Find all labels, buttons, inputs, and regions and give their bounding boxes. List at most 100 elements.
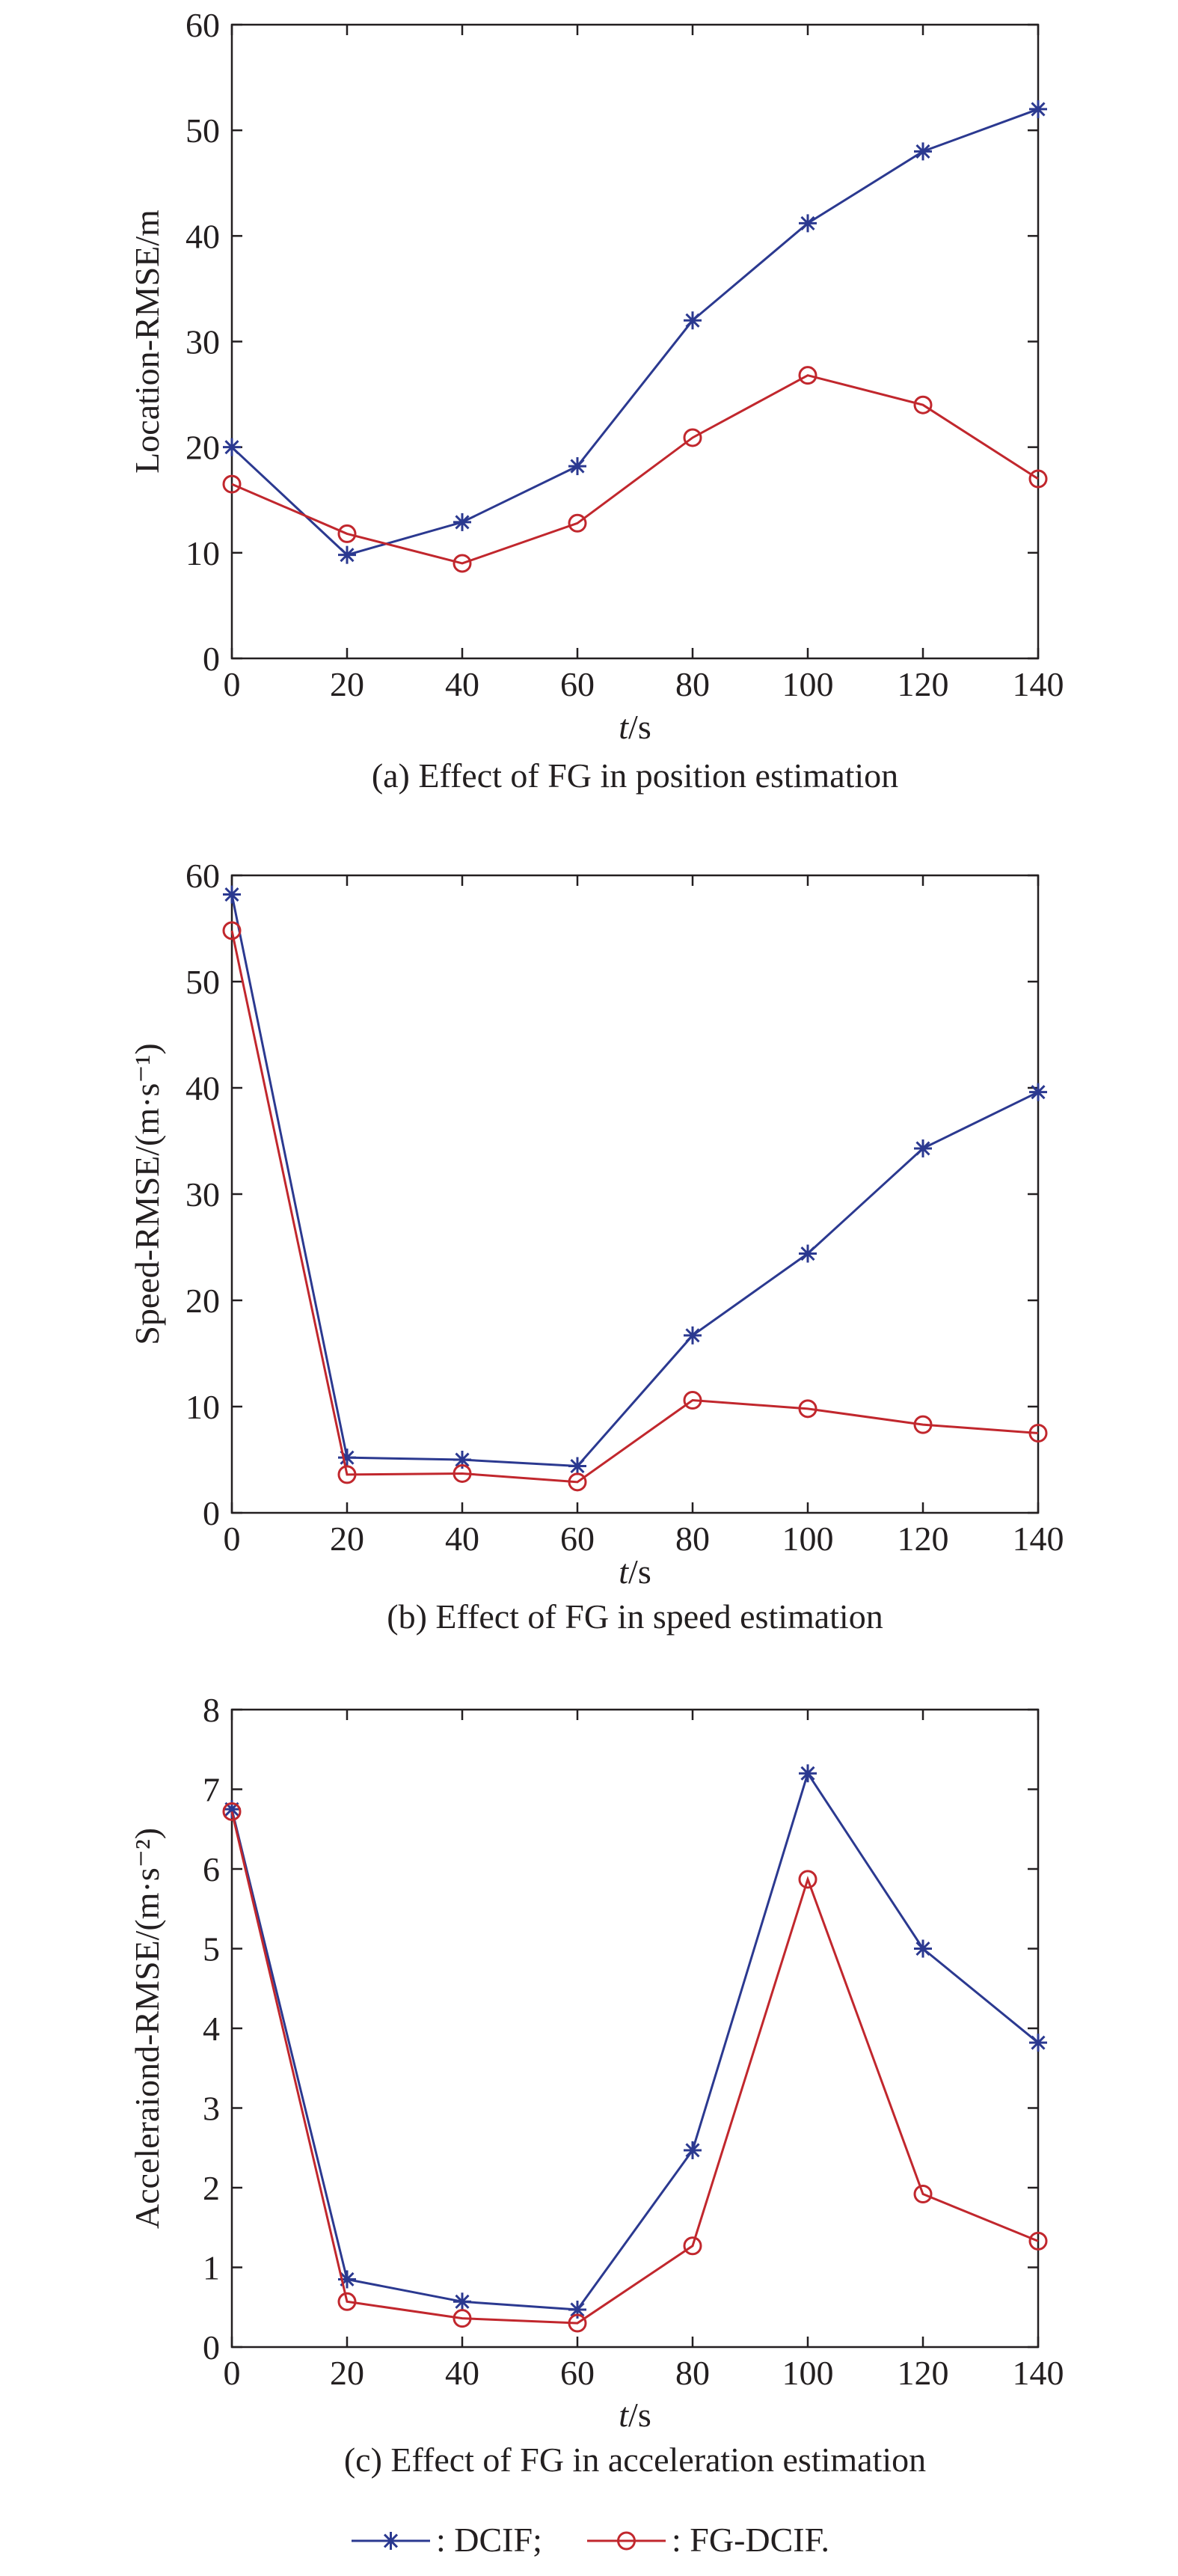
data-point-circle bbox=[222, 921, 242, 940]
y-tick-label: 0 bbox=[203, 640, 220, 678]
x-tick-label: 100 bbox=[782, 665, 834, 703]
y-tick-label: 5 bbox=[203, 1930, 220, 1968]
y-tick-label: 30 bbox=[185, 1175, 220, 1214]
data-point-star bbox=[799, 1764, 817, 1783]
data-point-star bbox=[453, 513, 471, 531]
x-tick-label: 100 bbox=[782, 2354, 834, 2392]
x-axis-label: t/s bbox=[619, 2396, 651, 2434]
x-axis-label: t/s bbox=[619, 708, 651, 746]
plot-frame bbox=[230, 1708, 1040, 2349]
series-dcif bbox=[223, 100, 1047, 564]
y-tick-label: 50 bbox=[185, 963, 220, 1001]
data-point-star bbox=[338, 545, 356, 564]
data-point-star bbox=[799, 214, 817, 233]
x-tick-label: 80 bbox=[675, 1520, 710, 1558]
series-line-fg-dcif bbox=[230, 930, 1039, 1484]
data-point-circle bbox=[453, 1463, 472, 1483]
y-axis-label: Speed-RMSE/(m·s⁻¹) bbox=[128, 1043, 166, 1345]
y-tick-label: 50 bbox=[185, 111, 220, 150]
data-point-circle bbox=[568, 1472, 587, 1492]
data-point-star bbox=[1029, 100, 1047, 118]
data-point-circle bbox=[222, 1802, 242, 1821]
series-fg-dcif bbox=[222, 921, 1048, 1492]
series-line-dcif bbox=[230, 108, 1039, 557]
y-axis-label: Location-RMSE/m bbox=[128, 209, 166, 474]
x-tick-label: 60 bbox=[560, 1520, 595, 1558]
x-tick-label: 140 bbox=[1013, 2354, 1064, 2392]
data-point-star bbox=[1029, 2034, 1047, 2052]
plot-frame bbox=[230, 23, 1040, 660]
legend-item-fg-dcif: : FG-DCIF. bbox=[587, 2521, 829, 2559]
data-point-star bbox=[684, 2141, 702, 2159]
data-point-star bbox=[914, 1939, 932, 1958]
data-point-circle bbox=[453, 2309, 472, 2328]
series-line-dcif bbox=[230, 1770, 1039, 2311]
y-tick-label: 1 bbox=[203, 2249, 220, 2287]
legend-label: : DCIF; bbox=[436, 2521, 542, 2559]
x-tick-label: 140 bbox=[1013, 665, 1064, 703]
x-axis-label-unit: /s bbox=[628, 2396, 651, 2434]
x-tick-label: 80 bbox=[675, 2354, 710, 2392]
x-axis-label-var: t bbox=[619, 708, 629, 746]
x-tick-label: 100 bbox=[782, 1520, 834, 1558]
x-tick-label: 0 bbox=[224, 2354, 241, 2392]
x-tick-label: 80 bbox=[675, 665, 710, 703]
data-point-circle bbox=[453, 554, 472, 573]
chart-panel-2: 0 20 40 60 80 100 120 140 0 10 20 30 40 50 60 t/s Speed-… bbox=[128, 857, 1064, 1636]
x-axis-label-var: t bbox=[619, 2396, 629, 2434]
data-point-circle bbox=[222, 474, 242, 494]
data-point-star bbox=[914, 1139, 932, 1157]
data-point-star bbox=[684, 311, 702, 330]
chart-panel-3: 0 20 40 60 80 100 120 140 0 1 2 3 4 5 6 7 8 t/s Acceleraio… bbox=[128, 1691, 1064, 2479]
y-tick-label: 40 bbox=[185, 217, 220, 255]
y-axis-label: Acceleraiond-RMSE/(m·s⁻²) bbox=[128, 1828, 166, 2229]
x-axis-label-unit: /s bbox=[628, 1552, 651, 1591]
chart-panels: 0 20 40 60 80 100 120 1400102030405060t/sLocati… bbox=[128, 6, 1064, 2479]
data-point-star bbox=[338, 1448, 356, 1467]
data-point-circle bbox=[913, 395, 933, 414]
x-tick-label: 40 bbox=[445, 665, 479, 703]
x-axis-label-var: t bbox=[619, 1552, 629, 1591]
series-fg-dcif bbox=[222, 1802, 1048, 2333]
y-tick-label: 60 bbox=[185, 6, 220, 44]
y-tick-label: 20 bbox=[185, 429, 220, 467]
data-point-circle bbox=[1028, 2231, 1048, 2251]
y-tick-label: 30 bbox=[185, 323, 220, 361]
x-axis-label-unit: /s bbox=[628, 708, 651, 746]
data-point-circle bbox=[337, 2292, 357, 2311]
data-point-circle bbox=[1028, 1424, 1048, 1443]
series-line-dcif bbox=[230, 894, 1039, 1468]
x-tick-label: 60 bbox=[560, 665, 595, 703]
series-dcif bbox=[223, 1764, 1047, 2319]
data-point-star bbox=[568, 457, 586, 476]
y-tick-label: 3 bbox=[203, 2090, 220, 2128]
x-tick-label: 0 bbox=[224, 665, 241, 703]
data-point-circle bbox=[683, 428, 702, 447]
y-tick-label: 6 bbox=[203, 1850, 220, 1888]
y-tick-label: 8 bbox=[203, 1691, 220, 1729]
data-point-circle bbox=[913, 2185, 933, 2204]
y-tick-label: 4 bbox=[203, 2010, 220, 2048]
y-tick-label: 60 bbox=[185, 857, 220, 895]
y-tick-label: 10 bbox=[185, 534, 220, 572]
x-tick-label: 20 bbox=[330, 1520, 364, 1558]
data-point-circle bbox=[798, 366, 817, 385]
y-tick-label: 20 bbox=[185, 1282, 220, 1320]
x-axis-label: t/s bbox=[619, 1552, 651, 1591]
series-line-fg-dcif bbox=[231, 374, 1039, 565]
x-tick-label: 120 bbox=[898, 665, 949, 703]
x-tick-label: 40 bbox=[445, 1520, 479, 1558]
data-point-star bbox=[1029, 1083, 1047, 1101]
data-point-circle bbox=[568, 513, 587, 533]
y-tick-label: 2 bbox=[203, 2169, 220, 2207]
panel-caption: (a) Effect of FG in position estimation bbox=[372, 756, 898, 795]
star-icon bbox=[381, 2532, 400, 2550]
data-point-circle bbox=[798, 1399, 817, 1419]
data-point-star bbox=[799, 1244, 817, 1263]
x-tick-label: 140 bbox=[1013, 1520, 1064, 1558]
x-tick-label: 20 bbox=[330, 665, 364, 703]
series-line-fg-dcif bbox=[230, 1811, 1039, 2325]
chart-panel-1: 0 20 40 60 80 100 120 140 0 10 20 30 40 50 60 t/s Locati… bbox=[128, 6, 1064, 795]
plot-frame bbox=[230, 874, 1040, 1514]
